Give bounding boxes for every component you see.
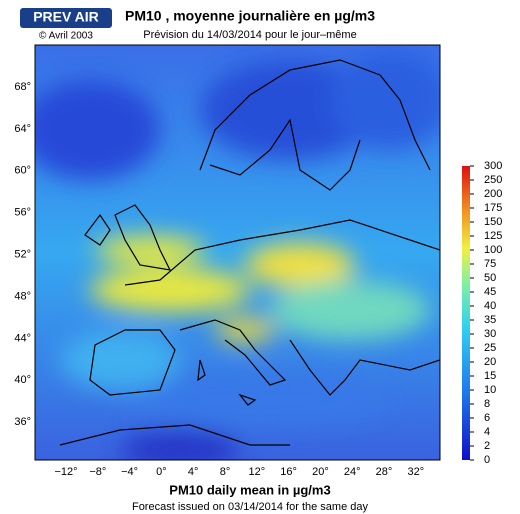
colorbar-label: 200 [484, 188, 502, 200]
subtitle: Prévision du 14/03/2014 pour le jour–mêm… [143, 29, 356, 41]
colorbar-label: 300 [484, 160, 502, 172]
colorbar-label: 15 [484, 370, 496, 382]
lon-label: −12° [54, 466, 77, 478]
lon-label: 32° [407, 466, 424, 478]
colorbar [462, 166, 470, 460]
lat-label: 48° [14, 290, 31, 302]
title: PM10 , moyenne journalière en µg/m3 [125, 8, 375, 24]
map-frame [34, 44, 441, 461]
lon-labels: −12° −8° −4° 0° 4° 8° 12° 16° 20° 24° 28° 32° [54, 466, 424, 478]
colorbar-label: 0 [484, 454, 490, 466]
colorbar-label: 100 [484, 244, 502, 256]
colorbar-label: 25 [484, 342, 496, 354]
colorbar-label: 10 [484, 384, 496, 396]
logo-box [20, 8, 112, 28]
lon-label: 20° [312, 466, 329, 478]
lat-label: 68° [14, 81, 31, 93]
colorbar-label: 45 [484, 286, 496, 298]
colorbar-label: 30 [484, 328, 496, 340]
colorbar-label: 8 [484, 398, 490, 410]
colorbar-label: 50 [484, 272, 496, 284]
colorbar-label: 150 [484, 216, 502, 228]
colorbar-labels: 3002502001751501251007550454035302520151… [470, 160, 502, 466]
colorbar-label: 35 [484, 314, 496, 326]
lon-label: −4° [121, 466, 138, 478]
colorbar-label: 75 [484, 258, 496, 270]
lat-label: 60° [14, 165, 31, 177]
colorbar-label: 6 [484, 412, 490, 424]
lon-label: 12° [248, 466, 265, 478]
lon-label: 24° [344, 466, 361, 478]
footer-title: PM10 daily mean in µg/m3 [169, 482, 330, 497]
lon-label: −8° [89, 466, 106, 478]
lon-label: 4° [188, 466, 199, 478]
lon-label: 8° [220, 466, 231, 478]
colorbar-label: 40 [484, 300, 496, 312]
logo: PREV AIR [33, 9, 99, 25]
colorbar-label: 2 [484, 440, 490, 452]
colorbar-label: 4 [484, 426, 490, 438]
lon-label: 28° [376, 466, 393, 478]
lat-label: 44° [14, 332, 31, 344]
lon-label: 0° [156, 466, 167, 478]
lon-label: 16° [280, 466, 297, 478]
colorbar-label: 175 [484, 202, 502, 214]
colorbar-label: 125 [484, 230, 502, 242]
lat-label: 52° [14, 249, 31, 261]
colorbar-label: 20 [484, 356, 496, 368]
copyright: © Avril 2003 [39, 31, 93, 42]
lat-label: 40° [14, 374, 31, 386]
footer-subtitle: Forecast issued on 03/14/2014 for the sa… [132, 501, 369, 513]
lat-label: 56° [14, 207, 31, 219]
lat-labels: 68° 64° 60° 56° 52° 48° 44° 40° 36° [14, 81, 31, 428]
lat-label: 64° [14, 123, 31, 135]
map-area [35, 45, 440, 460]
lat-label: 36° [14, 416, 31, 428]
colorbar-label: 250 [484, 174, 502, 186]
